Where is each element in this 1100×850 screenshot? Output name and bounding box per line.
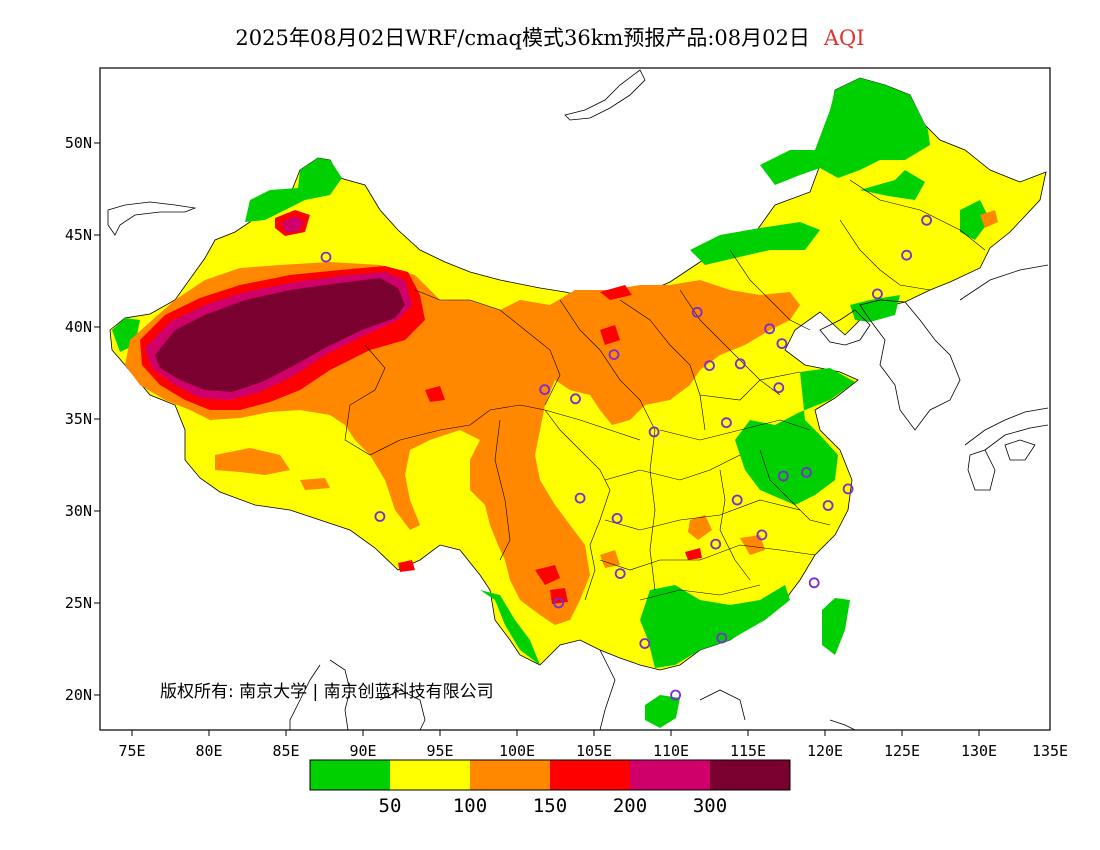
lon-tick-label: 90E xyxy=(349,742,376,760)
lat-tick-label: 20N xyxy=(65,686,92,704)
station-marker xyxy=(608,349,620,361)
coastlines xyxy=(107,69,1049,730)
legend-swatch-5 xyxy=(630,760,710,790)
station-marker xyxy=(756,529,768,541)
aqi-zone-maroon xyxy=(155,278,405,392)
station-marker xyxy=(574,492,586,504)
station-marker xyxy=(648,426,660,438)
station-marker xyxy=(764,323,775,335)
lon-tick-label: 80E xyxy=(195,742,222,760)
station-marker xyxy=(921,214,932,226)
lat-tick-label: 35N xyxy=(65,410,92,428)
station-marker xyxy=(872,288,883,300)
lon-tick-label: 130E xyxy=(961,742,997,760)
station-marker xyxy=(710,538,722,550)
station-marker xyxy=(901,249,912,261)
lat-tick-label: 25N xyxy=(65,594,92,612)
station-marker xyxy=(611,513,623,524)
station-marker xyxy=(553,597,564,609)
station-marker xyxy=(670,689,681,701)
lat-tick-label: 40N xyxy=(65,318,92,336)
station-marker xyxy=(691,306,703,318)
station-marker xyxy=(614,568,626,579)
lon-tick-label: 110E xyxy=(653,742,689,760)
station-marker xyxy=(716,632,728,644)
lon-axis: 75E 80E 85E 90E 95E 100E 105E 110E 115E … xyxy=(118,730,1068,760)
legend-label: 200 xyxy=(613,795,647,817)
title-variable: AQI xyxy=(823,26,865,50)
map-field xyxy=(107,69,1049,730)
lat-axis: 20N 25N 30N 35N 40N 45N 50N xyxy=(65,134,100,704)
map-title: 2025年08月02日WRF/cmaq模式36km预报产品:08月02日 AQI xyxy=(0,22,1100,52)
aqi-legend: 50 100 150 200 300 xyxy=(309,759,791,817)
station-marker xyxy=(778,470,789,482)
legend-swatch-6 xyxy=(710,760,790,790)
lon-tick-label: 115E xyxy=(730,742,766,760)
lon-tick-label: 125E xyxy=(884,742,920,760)
legend-swatch-3 xyxy=(470,760,550,790)
station-marker xyxy=(570,393,581,405)
station-marker xyxy=(808,577,820,589)
station-marker xyxy=(776,338,788,350)
legend-label: 150 xyxy=(533,795,567,817)
lon-tick-label: 105E xyxy=(576,742,612,760)
station-marker xyxy=(734,358,746,370)
lon-tick-label: 100E xyxy=(499,742,535,760)
legend-label: 100 xyxy=(453,795,487,817)
station-marker xyxy=(801,466,812,478)
legend-label: 50 xyxy=(379,795,402,817)
station-marker xyxy=(704,360,715,372)
lon-tick-label: 120E xyxy=(807,742,843,760)
station-marker xyxy=(721,417,732,429)
province-boundaries xyxy=(344,179,986,601)
lon-tick-label: 85E xyxy=(272,742,299,760)
station-marker xyxy=(320,251,332,263)
station-marker xyxy=(374,511,386,522)
station-marker xyxy=(773,382,785,394)
station-marker xyxy=(842,483,854,495)
lat-tick-label: 45N xyxy=(65,226,92,244)
legend-swatch-2 xyxy=(390,760,470,790)
lat-tick-label: 50N xyxy=(65,134,92,152)
legend-swatch-4 xyxy=(550,760,630,790)
station-marker xyxy=(822,500,834,511)
lon-tick-label: 75E xyxy=(118,742,145,760)
map-frame xyxy=(99,67,1051,731)
aqi-zone-green xyxy=(112,78,990,728)
station-marker xyxy=(639,638,651,649)
legend-label: 300 xyxy=(693,795,727,817)
lat-tick-label: 30N xyxy=(65,502,92,520)
lon-tick-label: 95E xyxy=(426,742,453,760)
station-markers xyxy=(320,214,932,701)
station-marker xyxy=(539,384,551,396)
lon-tick-label: 135E xyxy=(1032,742,1068,760)
title-main: 2025年08月02日WRF/cmaq模式36km预报产品:08月02日 xyxy=(235,26,810,50)
station-marker xyxy=(731,494,743,506)
copyright-text: 版权所有: 南京大学 | 南京创蓝科技有限公司 xyxy=(160,682,494,702)
legend-swatch-1 xyxy=(310,760,390,790)
